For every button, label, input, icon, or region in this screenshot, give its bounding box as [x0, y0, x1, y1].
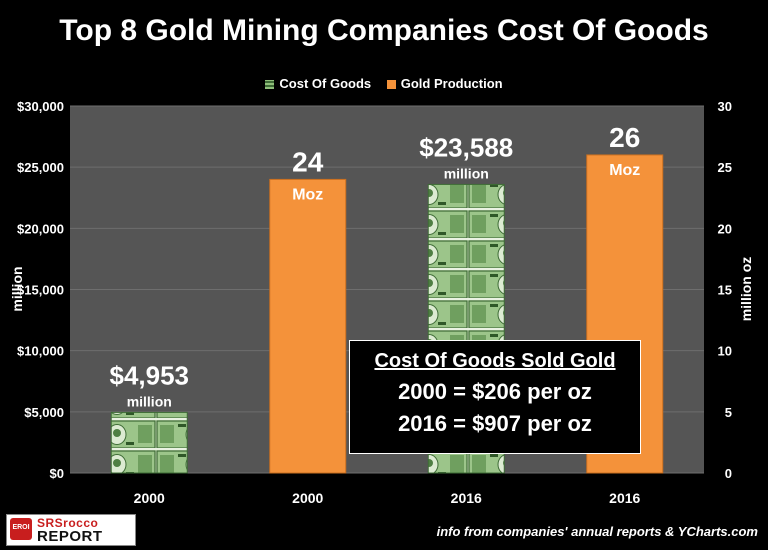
- data-label-unit: million: [444, 165, 489, 181]
- data-label-value: 26: [609, 122, 640, 153]
- left-tick-label: $10,000: [17, 344, 64, 359]
- right-tick-label: 5: [725, 405, 732, 420]
- annotation-box: Cost Of Goods Sold Gold 2000 = $206 per …: [349, 340, 641, 454]
- data-label-unit: Moz: [292, 186, 323, 203]
- data-label-value: $23,588: [419, 132, 513, 162]
- left-axis-label: million: [9, 266, 25, 311]
- logo-emblem-text: EROI: [12, 524, 30, 531]
- legend-swatch-cost-of-goods: [265, 80, 275, 89]
- left-tick-label: $5,000: [24, 405, 64, 420]
- x-tick-label: 2016: [451, 490, 482, 506]
- logo-emblem-icon: EROI: [10, 518, 32, 540]
- bar-gold-production-2000: [269, 178, 347, 474]
- data-label-value: 24: [292, 146, 324, 177]
- srsrocco-logo: EROI SRSrocco REPORT: [6, 514, 136, 546]
- left-tick-label: $15,000: [17, 283, 64, 298]
- chart-title: Top 8 Gold Mining Companies Cost Of Good…: [59, 14, 709, 47]
- right-tick-label: 25: [718, 160, 732, 175]
- x-axis-ticks: 2000 2000 2016 2016: [134, 490, 641, 506]
- right-axis-label: million oz: [738, 257, 754, 322]
- data-label-unit: Moz: [609, 162, 640, 179]
- x-tick-label: 2016: [609, 490, 640, 506]
- right-axis-ticks: 0 5 10 15 20 25 30: [718, 99, 732, 481]
- logo-text-top: SRSrocco: [37, 516, 99, 530]
- legend-label-cost-of-goods: Cost Of Goods: [279, 76, 372, 91]
- right-tick-label: 15: [718, 283, 732, 298]
- chart-legend: Cost Of Goods Gold Production: [0, 76, 768, 91]
- right-tick-label: 20: [718, 221, 732, 236]
- legend-swatch-gold-production: [386, 80, 396, 89]
- right-tick-label: 30: [718, 99, 732, 114]
- left-tick-label: $20,000: [17, 221, 64, 236]
- bar-cost-of-goods-2000: [110, 411, 188, 474]
- annotation-title: Cost Of Goods Sold Gold: [374, 350, 616, 372]
- left-tick-label: $0: [50, 466, 64, 481]
- left-tick-label: $30,000: [17, 99, 64, 114]
- x-tick-label: 2000: [134, 490, 165, 506]
- right-tick-label: 10: [718, 344, 732, 359]
- annotation-line-2016: 2016 = $907 per oz: [398, 411, 592, 436]
- source-credit: info from companies' annual reports & YC…: [436, 524, 758, 539]
- left-tick-label: $25,000: [17, 160, 64, 175]
- right-tick-label: 0: [725, 466, 732, 481]
- x-tick-label: 2000: [292, 490, 323, 506]
- data-label-value: $4,953: [109, 360, 189, 390]
- data-label-unit: million: [127, 393, 172, 409]
- data-labels: $4,953 million 24 Moz $23,588 million 26 Moz: [109, 122, 640, 409]
- logo-text-bottom: REPORT: [37, 528, 103, 545]
- legend-item-gold-production: Gold Production: [386, 76, 503, 91]
- annotation-line-2000: 2000 = $206 per oz: [398, 379, 592, 404]
- legend-label-gold-production: Gold Production: [400, 76, 503, 91]
- legend-item-cost-of-goods: Cost Of Goods: [265, 76, 371, 91]
- left-axis-ticks: $0 $5,000 $10,000 $15,000 $20,000 $25,000 $30,…: [17, 99, 64, 481]
